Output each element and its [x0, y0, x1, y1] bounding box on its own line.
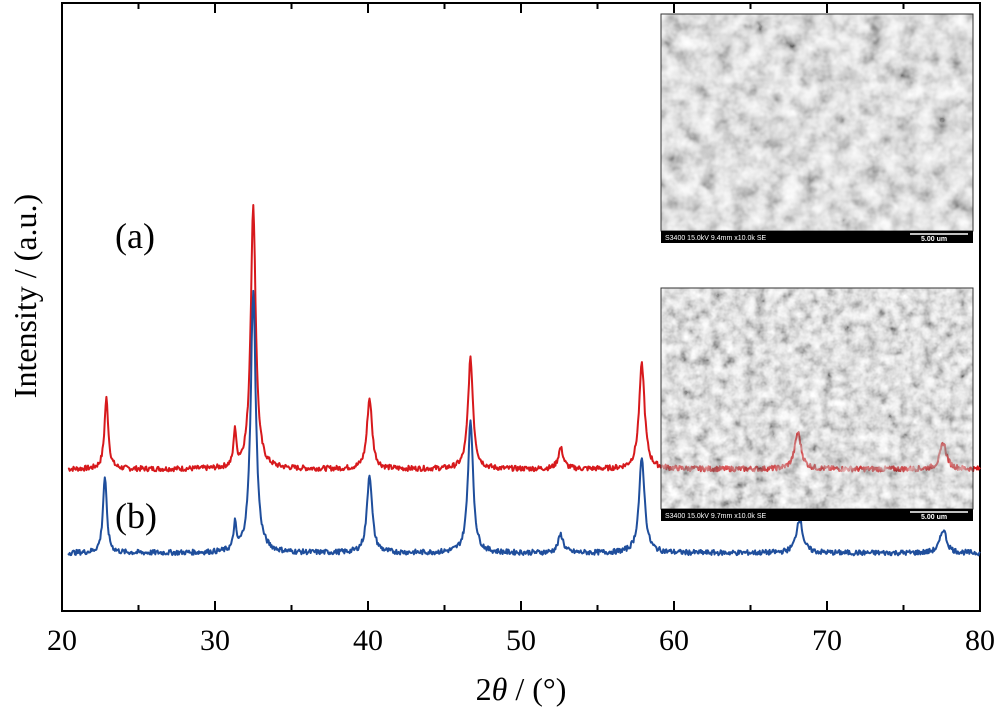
x-tick-label: 70 [812, 624, 842, 657]
series-label-b: (b) [115, 496, 157, 536]
sem-scale-a: 5.00 um [921, 236, 947, 243]
series-label-a: (a) [115, 216, 155, 256]
x-axis-label-symbol: θ [492, 671, 508, 707]
sem-info-bar-b [661, 509, 973, 521]
x-axis-label-suffix: / (°) [507, 671, 566, 707]
sem-scale-b: 5.00 um [921, 514, 947, 521]
x-tick-label: 40 [353, 624, 383, 657]
y-axis-label: Intensity / (a.u.) [7, 194, 43, 398]
x-axis-label: 2θ / (°) [476, 671, 567, 707]
sem-info-bar-a [661, 231, 973, 243]
x-ticks [61, 3, 981, 611]
x-tick-label: 60 [659, 624, 689, 657]
sem-inset-b: S3400 15.0kV 9.7mm x10.0k SE 5.00 um [660, 287, 974, 521]
x-axis-label-prefix: 2 [476, 671, 492, 707]
x-tick-label: 30 [200, 624, 230, 657]
x-tick-labels: 20 30 40 50 60 70 80 [47, 624, 995, 657]
series-line-b [67, 289, 981, 557]
sem-caption-b: S3400 15.0kV 9.7mm x10.0k SE [665, 513, 766, 520]
sem-caption-a: S3400 15.0kV 9.4mm x10.0k SE [665, 235, 766, 242]
sem-image-b [661, 288, 973, 509]
x-tick-label: 50 [506, 624, 536, 657]
sem-inset-a: S3400 15.0kV 9.4mm x10.0k SE 5.00 um [660, 13, 974, 243]
x-tick-label: 20 [47, 624, 77, 657]
sem-image-a [661, 14, 973, 231]
x-tick-label: 80 [965, 624, 995, 657]
